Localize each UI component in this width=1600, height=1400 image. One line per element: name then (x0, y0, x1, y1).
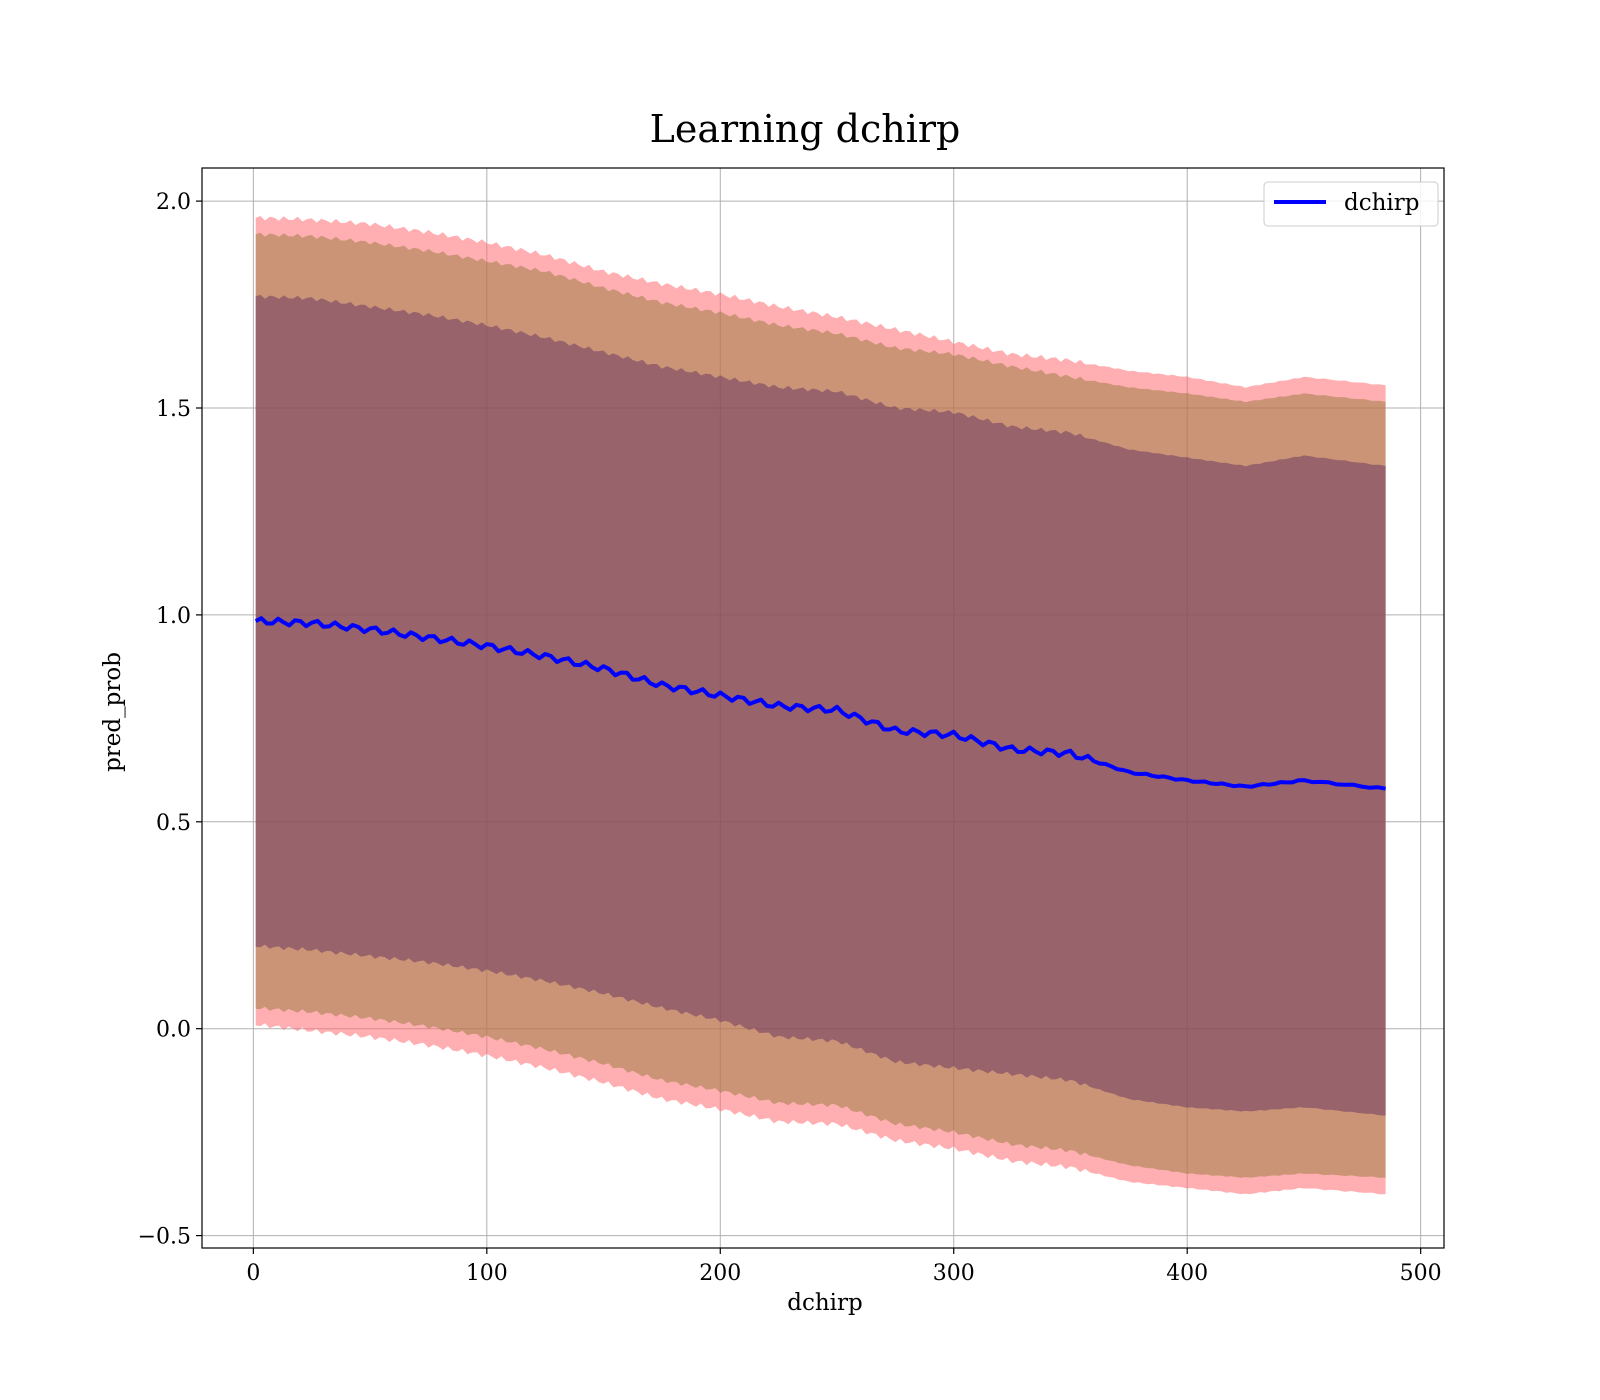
legend-label: dchirp (1344, 190, 1420, 216)
x-axis-label: dchirp (787, 1290, 863, 1316)
y-tick-label-1: 0.0 (156, 1018, 191, 1043)
y-axis-label: pred_prob (100, 652, 126, 772)
y-tick-label-4: 1.5 (156, 397, 191, 422)
axis-ticks: 0 100 200 300 400 500 −0.5 0.0 0.5 1.0 1.5 2.0 (138, 190, 1442, 1286)
legend: dchirp (1263, 181, 1439, 227)
x-tick-label-5: 500 (1400, 1261, 1442, 1286)
series-lines (254, 616, 1386, 791)
legend-box (1263, 181, 1439, 227)
x-tick-label-0: 0 (246, 1261, 260, 1286)
series-line-0 (254, 616, 1386, 791)
y-tick-label-2: 0.5 (156, 811, 191, 836)
y-tick-label-5: 2.0 (156, 190, 191, 215)
y-tick-label-3: 1.0 (156, 604, 191, 629)
x-tick-label-1: 100 (466, 1261, 508, 1286)
y-tick-label-0: −0.5 (138, 1225, 191, 1250)
x-tick-label-3: 300 (933, 1261, 975, 1286)
x-tick-label-2: 200 (699, 1261, 741, 1286)
chart-title: Learning dchirp (650, 107, 961, 151)
plot-frame (201, 167, 1445, 1249)
x-tick-label-4: 400 (1166, 1261, 1208, 1286)
